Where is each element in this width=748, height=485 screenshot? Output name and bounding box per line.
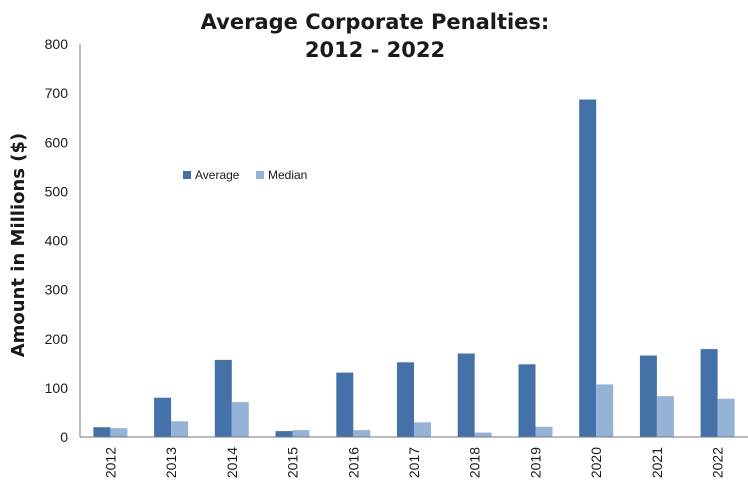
x-axis-ticks: 2012 2013 2014 2015 2016 2017 2018 2019 2020 2021… [102, 447, 725, 478]
x-tick-label: 2018 [467, 447, 483, 478]
bar-average-2017 [397, 362, 414, 437]
bar-average-2014 [214, 359, 232, 437]
bar-average-2018 [457, 353, 475, 437]
y-tick-label: 400 [45, 233, 69, 249]
y-tick-label: 300 [45, 282, 69, 298]
legend-label-average: Average [195, 168, 240, 182]
legend-swatch-median [256, 171, 264, 179]
x-tick-label: 2017 [406, 447, 422, 478]
chart-title-line-2: 2012 - 2022 [305, 38, 445, 62]
y-tick-label: 600 [45, 134, 69, 150]
bar-average-2015 [275, 431, 293, 437]
y-tick-label: 0 [60, 429, 68, 445]
bar-median-2012 [110, 428, 128, 437]
bar-median-2014 [231, 402, 249, 437]
bar-median-2016 [353, 430, 371, 437]
y-tick-label: 100 [45, 380, 69, 396]
bar-average-2022 [700, 349, 718, 437]
x-tick-label: 2015 [285, 447, 301, 478]
bar-average-2012 [93, 427, 111, 437]
bar-median-2018 [474, 432, 492, 437]
x-tick-label: 2012 [102, 447, 118, 478]
bar-median-2013 [171, 421, 189, 437]
bar-average-2019 [518, 364, 536, 437]
bar-average-2021 [639, 355, 657, 437]
legend: Average Median [183, 168, 307, 182]
bar-median-2019 [535, 426, 553, 437]
bar-average-2016 [336, 372, 354, 437]
bar-median-2020 [596, 384, 614, 437]
x-tick-label: 2021 [649, 447, 665, 478]
legend-label-median: Median [268, 168, 307, 182]
bar-median-2022 [717, 398, 735, 437]
y-tick-label: 200 [45, 331, 69, 347]
bars-group [93, 99, 735, 437]
bar-average-2013 [154, 397, 172, 437]
x-tick-label: 2013 [163, 447, 179, 478]
bar-median-2017 [414, 422, 431, 437]
y-axis-label: Amount in Millions ($) [8, 133, 29, 358]
bar-average-2020 [579, 99, 597, 437]
x-tick-label: 2016 [345, 447, 361, 478]
y-tick-label: 500 [45, 183, 69, 199]
x-tick-label: 2014 [224, 447, 240, 478]
y-tick-label: 700 [45, 85, 69, 101]
y-axis-ticks: 0 100 200 300 400 500 600 700 800 [45, 36, 69, 445]
bar-median-2015 [292, 430, 310, 437]
x-tick-label: 2020 [588, 447, 604, 478]
y-tick-label: 800 [45, 36, 69, 52]
bar-median-2021 [656, 396, 674, 437]
legend-swatch-average [183, 171, 191, 179]
x-tick-label: 2022 [710, 447, 726, 478]
x-tick-label: 2019 [528, 447, 544, 478]
chart-title-line-1: Average Corporate Penalties: [201, 10, 550, 34]
